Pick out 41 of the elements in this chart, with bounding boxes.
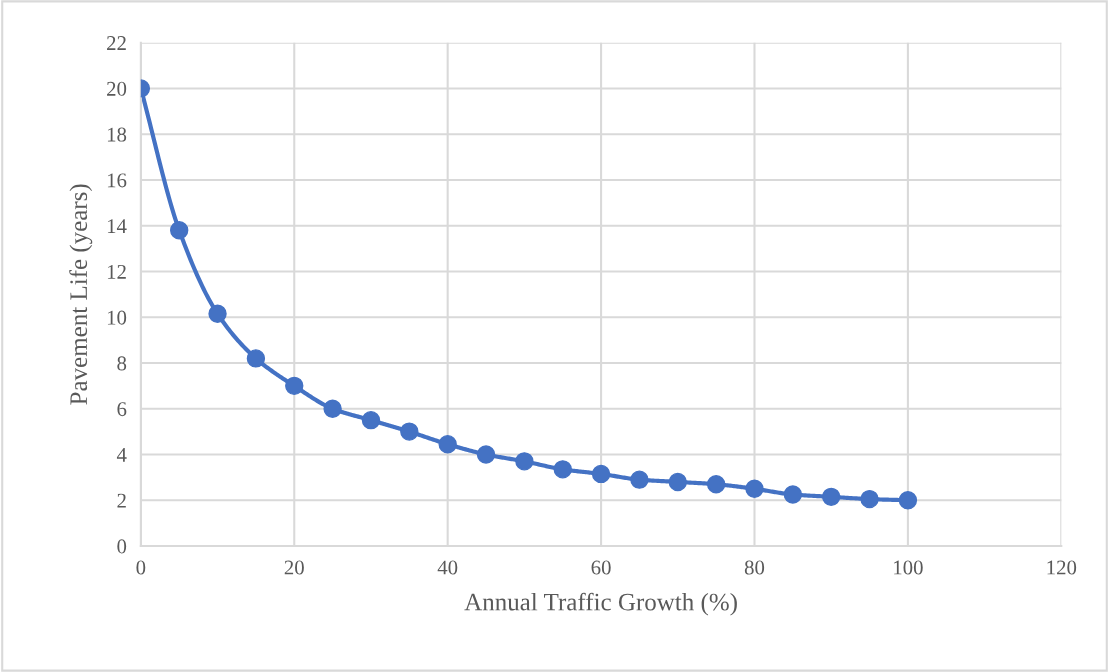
- point: [323, 399, 342, 418]
- x-tick-label: 20: [284, 560, 304, 575]
- x-tick-label: 60: [591, 560, 611, 575]
- point: [783, 485, 803, 504]
- y-tick-label: 16: [107, 173, 127, 188]
- x-tick-label: 80: [744, 560, 765, 575]
- y-tick-label: 8: [117, 356, 127, 371]
- y-tick-label: 0: [117, 539, 127, 554]
- point: [476, 445, 496, 464]
- point: [400, 422, 419, 441]
- point: [553, 460, 572, 479]
- point: [898, 491, 918, 510]
- x-axis-title: Annual Traffic Growth (%): [464, 592, 737, 616]
- y-tick-label: 2: [117, 493, 126, 508]
- y-axis-title: Pavement Life (years): [69, 184, 93, 405]
- y-tick-label: 6: [117, 402, 127, 417]
- point: [515, 452, 534, 471]
- x-tick-label: 100: [894, 560, 923, 575]
- point: [668, 472, 687, 492]
- y-tick-label: 22: [107, 36, 126, 50]
- point: [630, 470, 649, 489]
- y-tick-label: 10: [107, 310, 127, 325]
- y-tick-label: 12: [107, 264, 126, 279]
- point: [285, 376, 304, 396]
- point: [706, 475, 726, 494]
- point: [822, 487, 841, 506]
- y-tick-label: 20: [107, 81, 127, 96]
- y-tick-label: 18: [107, 127, 127, 142]
- x-tick-label: 120: [1047, 560, 1077, 575]
- point: [208, 304, 227, 323]
- point: [246, 349, 266, 368]
- point: [591, 464, 611, 484]
- point: [745, 479, 764, 498]
- point: [860, 489, 879, 509]
- point: [170, 221, 189, 240]
- y-tick-label: 4: [116, 448, 127, 462]
- y-tick-label: 14: [107, 219, 127, 233]
- x-tick-label: 0: [136, 560, 146, 575]
- x-tick-label: 40: [437, 560, 458, 575]
- point: [361, 410, 381, 430]
- point: [438, 435, 457, 454]
